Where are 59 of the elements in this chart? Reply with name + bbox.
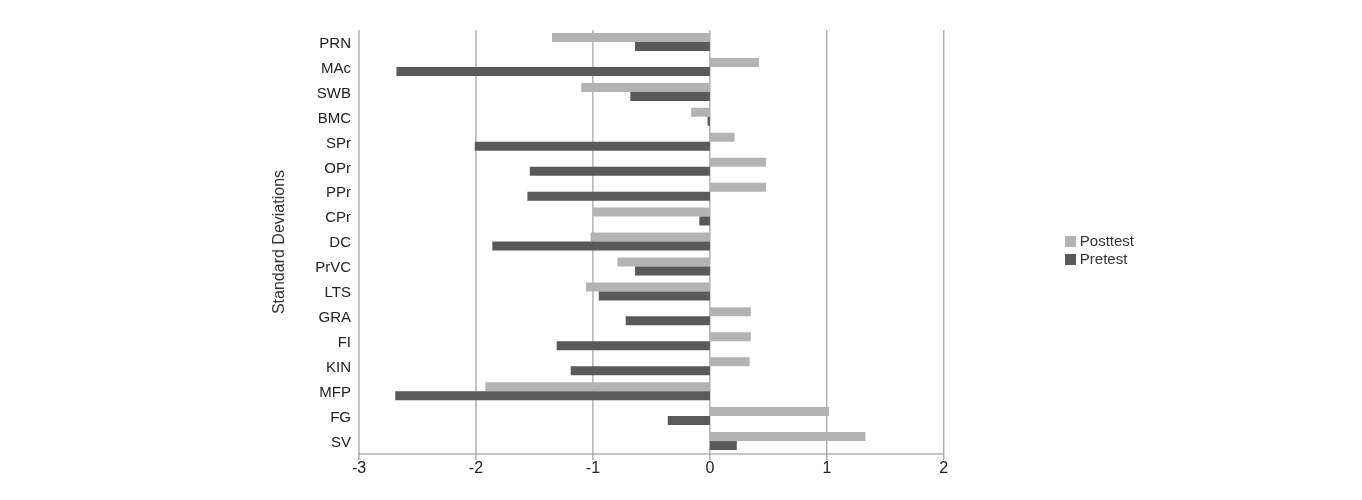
- bar: [485, 382, 710, 392]
- bar: [709, 157, 767, 167]
- y-tick-label: SV: [330, 432, 351, 450]
- y-tick-label: SWB: [316, 83, 351, 101]
- bar: [667, 416, 710, 426]
- y-tick-label: SPr: [325, 133, 351, 151]
- y-axis-title: Standard Deviations: [269, 169, 287, 315]
- legend-label: Pretest: [1079, 250, 1128, 267]
- legend-label: Posttest: [1079, 232, 1134, 249]
- bar: [709, 432, 866, 442]
- bar: [625, 316, 710, 326]
- y-tick-label: MAc: [321, 58, 352, 76]
- y-tick-label: PRN: [319, 33, 351, 51]
- x-tick-label: -3: [351, 459, 367, 477]
- x-tick-label: -1: [585, 459, 601, 477]
- bar: [585, 282, 710, 292]
- bar: [709, 57, 759, 67]
- y-tick-label: KIN: [325, 358, 351, 376]
- bar: [474, 141, 710, 151]
- bar: [556, 341, 710, 351]
- bar: [570, 366, 710, 376]
- bar: [709, 357, 750, 367]
- bar: [635, 266, 710, 276]
- bar: [529, 166, 710, 176]
- bar: [395, 391, 710, 401]
- y-tick-label: PrVC: [315, 258, 352, 276]
- x-tick-label: -2: [468, 459, 484, 477]
- x-tick-label: 1: [822, 459, 832, 477]
- bar: [630, 91, 710, 101]
- bar: [617, 257, 710, 267]
- bar: [709, 407, 830, 417]
- bar: [581, 82, 710, 92]
- bar: [691, 107, 710, 117]
- bar: [590, 232, 710, 242]
- bar: [598, 291, 710, 301]
- y-tick-label: PPr: [325, 183, 351, 201]
- y-tick-label: FI: [337, 333, 351, 351]
- bar: [709, 441, 737, 451]
- y-tick-label: FG: [330, 407, 351, 425]
- y-tick-label: GRA: [318, 308, 351, 326]
- y-tick-label: BMC: [317, 108, 352, 126]
- x-tick-label: 0: [705, 459, 715, 477]
- bar: [396, 66, 710, 76]
- bar: [592, 207, 710, 217]
- y-tick-label: DC: [329, 233, 352, 251]
- bar: [699, 216, 710, 226]
- bar: [709, 307, 751, 317]
- x-tick-label: 2: [939, 459, 949, 477]
- y-tick-label: OPr: [324, 158, 351, 176]
- y-tick-label: MFP: [319, 382, 351, 400]
- bar: [527, 191, 710, 201]
- bar: [709, 132, 735, 142]
- bar: [635, 42, 710, 51]
- bar: [709, 332, 751, 342]
- bar: [551, 33, 710, 42]
- y-tick-label: LTS: [324, 283, 351, 301]
- bar: [492, 241, 710, 251]
- bar: [709, 182, 767, 192]
- y-tick-label: CPr: [325, 208, 351, 226]
